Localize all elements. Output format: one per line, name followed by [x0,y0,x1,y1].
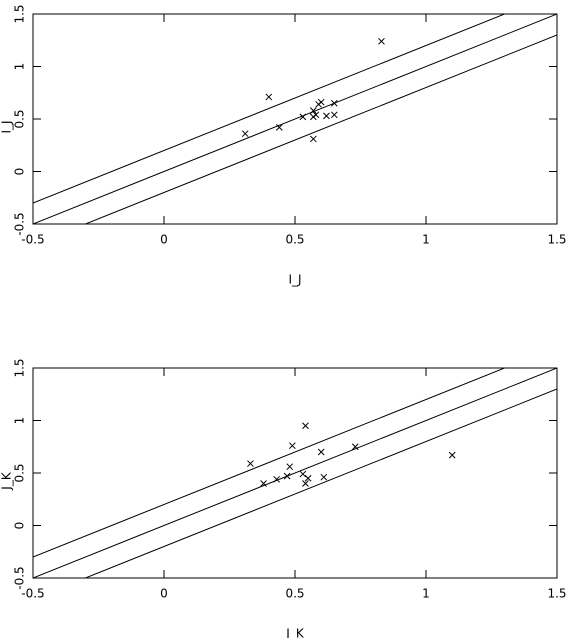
y-axis-label: I_J [0,120,14,133]
x-tick-label: 1.5 [547,587,566,601]
point [283,472,291,480]
x-axis-label: J_K [285,627,305,638]
point [320,473,328,481]
point [286,463,294,471]
x-axis-label: I_J [288,273,301,287]
point [265,93,273,101]
point [273,475,281,483]
x-tick-label: 0 [160,233,168,247]
y-axis-label: J_K [0,471,14,491]
x-tick-label: 0.5 [285,233,304,247]
x-tick-label: 0 [160,587,168,601]
reference-line [33,368,557,578]
x-tick-label: -0.5 [21,233,44,247]
point [260,480,267,487]
point [378,37,385,45]
point [330,99,338,107]
x-tick-label: 1 [422,233,430,247]
point [302,422,309,430]
reference-line [33,14,557,224]
point [304,474,312,482]
point [289,442,296,450]
y-tick-label: 0.5 [13,463,27,482]
reference-lines [33,368,557,578]
y-tick-label: -0.5 [13,566,27,589]
point [317,98,325,106]
x-tick-label: 1.5 [547,233,566,247]
y-tick-label: 1.5 [13,4,27,23]
point [312,111,320,119]
y-tick-label: 1 [13,417,27,425]
reference-lines [33,14,557,224]
point [448,451,456,459]
reference-line [84,388,557,578]
y-tick-label: 1.5 [13,358,27,377]
point [309,107,317,114]
point [241,130,249,138]
point [299,113,307,121]
reference-line [84,34,557,224]
y-tick-label: 1 [13,63,27,71]
point [317,448,325,456]
point [351,443,359,451]
y-tick-label: 0.5 [13,109,27,128]
point [309,135,317,143]
point [275,124,283,131]
point [330,111,338,119]
y-tick-label: -0.5 [13,212,27,235]
y-tick-label: 0 [13,522,27,530]
point [323,112,330,120]
point [247,460,254,467]
x-tick-label: 1 [422,587,430,601]
point [299,470,307,478]
x-tick-label: -0.5 [21,587,44,601]
x-tick-label: 0.5 [285,587,304,601]
reference-line [33,14,506,204]
y-tick-label: 0 [13,168,27,176]
point [302,480,309,487]
reference-line [33,368,506,558]
